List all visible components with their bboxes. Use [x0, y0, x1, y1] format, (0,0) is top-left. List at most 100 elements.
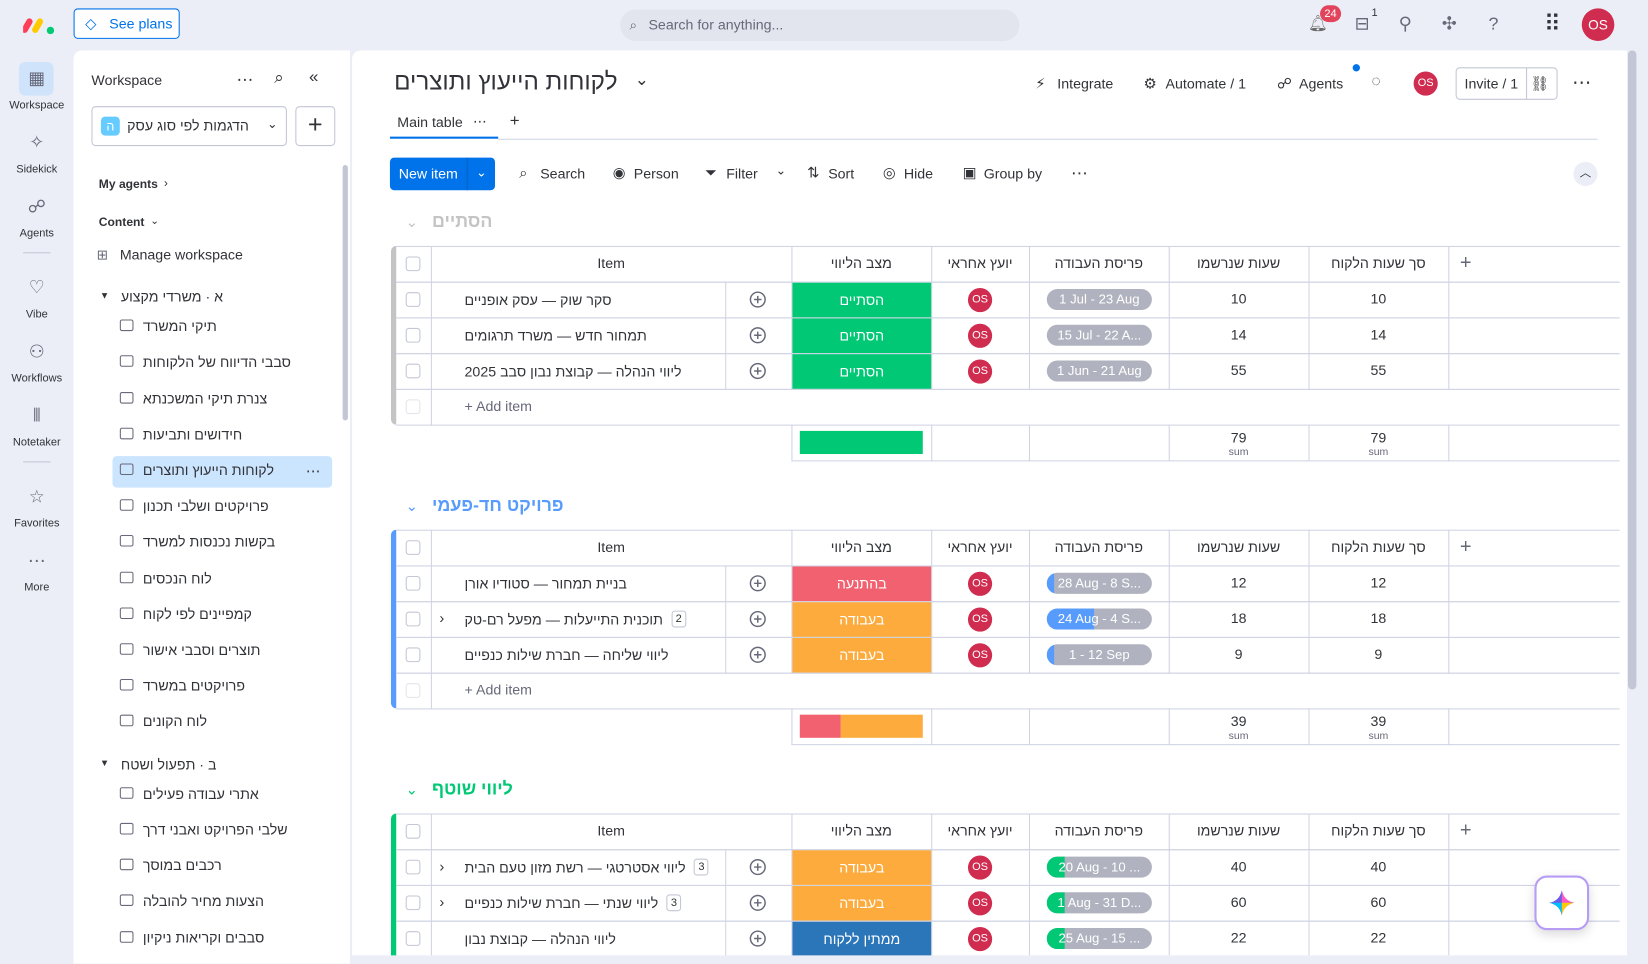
global-search[interactable]: ⌕ Search for anything...: [620, 9, 1020, 41]
total-cell[interactable]: 14: [1370, 326, 1387, 343]
rail-label[interactable]: More: [24, 581, 50, 594]
updates-icon[interactable]: ◌: [1371, 72, 1381, 91]
group-title[interactable]: הסתיים: [431, 211, 493, 232]
group-caret[interactable]: ⌄: [405, 213, 419, 231]
toolbar-button[interactable]: Filter: [726, 166, 758, 182]
folder-name[interactable]: ב · תפעול ושטח: [120, 756, 217, 773]
add-update[interactable]: [748, 858, 767, 877]
item-name[interactable]: ליווי שליחה — חברת שילות כנפיים: [464, 646, 669, 663]
owner-avatar[interactable]: OS: [967, 323, 993, 348]
column-header[interactable]: שעות שנרשמו: [1196, 255, 1281, 272]
toolbar-button[interactable]: Sort: [828, 166, 855, 182]
hours-cell[interactable]: 9: [1234, 646, 1243, 663]
add-update[interactable]: [748, 574, 767, 593]
add-update[interactable]: [748, 362, 767, 381]
column-header[interactable]: שעות שנרשמו: [1196, 822, 1281, 839]
status-cell[interactable]: ממתין ללקוח: [792, 921, 932, 956]
add-update[interactable]: [748, 893, 767, 912]
add-column[interactable]: +: [1459, 536, 1472, 559]
total-cell[interactable]: 10: [1370, 291, 1387, 307]
owner-avatar[interactable]: OS: [967, 287, 993, 313]
add-update[interactable]: [748, 326, 767, 345]
add-update[interactable]: [748, 290, 767, 309]
add-item[interactable]: + Add item: [464, 682, 532, 698]
board-link[interactable]: הצעות מחיר להובלה: [142, 893, 264, 910]
total-cell[interactable]: 60: [1370, 894, 1387, 911]
group-title[interactable]: ליווי שוטף: [431, 778, 513, 799]
status-cell[interactable]: בעבודה: [792, 637, 932, 673]
column-header[interactable]: סך שעות הלקוח: [1331, 255, 1426, 272]
rail-label[interactable]: Vibe: [25, 307, 48, 321]
board-link[interactable]: אתרי עבודה פעילים: [142, 785, 259, 802]
owner-avatar[interactable]: OS: [967, 891, 993, 916]
content-label[interactable]: Content: [98, 216, 145, 230]
rail-icon[interactable]: ☍: [27, 196, 46, 217]
hours-cell[interactable]: 10: [1230, 291, 1247, 307]
board-link[interactable]: קמפיינים לפי לקוח: [142, 606, 252, 622]
hours-cell[interactable]: 18: [1230, 610, 1247, 627]
rail-icon[interactable]: ☆: [28, 486, 45, 507]
row-checkbox[interactable]: [405, 611, 421, 627]
board-link[interactable]: תוצרים וסבבי אישור: [142, 642, 261, 658]
see-plans-button[interactable]: ◇ See plans: [73, 8, 180, 39]
status-cell[interactable]: בעבודה: [792, 885, 932, 921]
add-column[interactable]: +: [1459, 252, 1472, 275]
board-link[interactable]: תיקי המשרד: [142, 318, 217, 335]
column-header[interactable]: פריסת העבודה: [1054, 539, 1144, 555]
rail-icon[interactable]: ▦: [28, 68, 46, 89]
total-cell[interactable]: 40: [1370, 858, 1387, 875]
owner-avatar[interactable]: OS: [967, 359, 993, 384]
item-name[interactable]: ליווי הנהלה — קבוצת נבון: [464, 930, 616, 947]
help-icon[interactable]: ?: [1488, 13, 1499, 34]
row-checkbox[interactable]: [405, 292, 421, 307]
hours-cell[interactable]: 40: [1230, 858, 1247, 875]
status-cell[interactable]: הסתיים: [792, 282, 932, 318]
row-checkbox[interactable]: [405, 363, 421, 379]
row-checkbox[interactable]: [405, 327, 421, 343]
status-cell[interactable]: בעבודה: [792, 602, 932, 637]
inbox-icon[interactable]: ⊟: [1354, 13, 1370, 34]
toolbar-more[interactable]: ⋯: [1070, 165, 1088, 183]
board-action[interactable]: Agents: [1299, 75, 1344, 92]
column-header[interactable]: מצב הליווי: [830, 255, 892, 272]
tab-more[interactable]: ⋯: [472, 113, 487, 130]
add-update[interactable]: [748, 610, 767, 629]
timeline-pill[interactable]: 1 Jun - 21 Aug: [1046, 360, 1152, 382]
group-title[interactable]: פרויקט חד-פעמי: [431, 495, 564, 515]
status-cell[interactable]: הסתיים: [792, 318, 932, 354]
folder-name[interactable]: א · משרדי מקצוע: [120, 289, 224, 305]
board-link[interactable]: לוח הנכסים: [142, 570, 212, 587]
hours-cell[interactable]: 12: [1230, 574, 1247, 591]
row-checkbox[interactable]: [405, 859, 421, 875]
row-checkbox[interactable]: [405, 256, 421, 272]
board-avatar[interactable]: OS: [1413, 71, 1438, 96]
board-link[interactable]: פרויקטים ושלבי תכנון: [142, 498, 269, 515]
total-cell[interactable]: 12: [1370, 574, 1387, 591]
row-checkbox[interactable]: [405, 931, 421, 946]
sidebar-collapse[interactable]: «: [308, 68, 319, 87]
owner-avatar[interactable]: OS: [967, 571, 993, 596]
collapse-toolbar[interactable]: ︿: [1573, 161, 1598, 187]
group-caret[interactable]: ⌄: [405, 780, 419, 798]
column-header[interactable]: יועץ אחראי: [947, 822, 1013, 839]
tab-main[interactable]: Main table: [397, 114, 463, 131]
column-header[interactable]: יועץ אחראי: [947, 539, 1013, 555]
timeline-pill[interactable]: 15 Jul - 22 A...: [1046, 324, 1152, 346]
board-link[interactable]: רכבים במוסך: [142, 857, 222, 874]
column-header[interactable]: Item: [597, 539, 625, 555]
board-link[interactable]: לקוחות הייעוץ ותוצרים: [142, 462, 275, 479]
timeline-pill[interactable]: 20 Aug - 10 ...: [1046, 856, 1152, 878]
row-checkbox[interactable]: [405, 895, 421, 911]
row-checkbox[interactable]: [405, 540, 421, 555]
column-header[interactable]: סך שעות הלקוח: [1331, 539, 1426, 555]
manage-workspace[interactable]: Manage workspace: [119, 246, 243, 263]
column-header[interactable]: Item: [597, 255, 625, 272]
column-header[interactable]: סך שעות הלקוח: [1331, 822, 1426, 839]
column-header[interactable]: פריסת העבודה: [1054, 255, 1144, 272]
column-header[interactable]: Item: [597, 822, 625, 839]
board-link[interactable]: חידושים ותביעות: [142, 426, 243, 443]
column-header[interactable]: מצב הליווי: [830, 539, 892, 555]
total-cell[interactable]: 18: [1370, 610, 1387, 627]
rail-icon[interactable]: ⋯: [27, 550, 46, 571]
item-more[interactable]: ⋯: [305, 462, 321, 480]
